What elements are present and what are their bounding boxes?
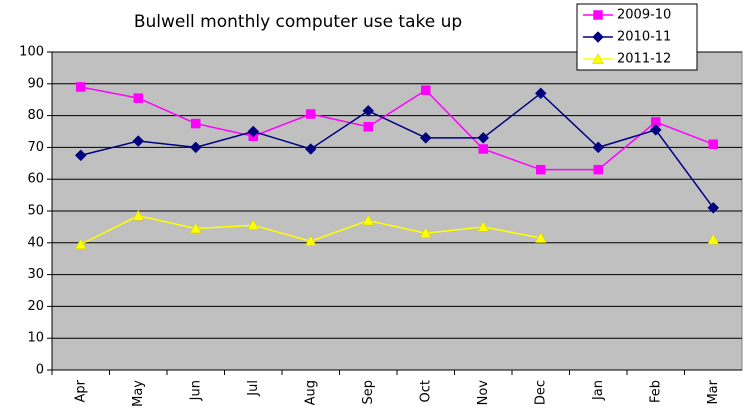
marker bbox=[133, 93, 143, 103]
marker bbox=[189, 141, 202, 154]
marker bbox=[419, 132, 432, 144]
marker bbox=[304, 143, 317, 155]
marker bbox=[362, 214, 375, 226]
series-line bbox=[80, 92, 714, 209]
marker bbox=[304, 235, 317, 246]
marker bbox=[592, 31, 604, 43]
y-tick-label: 80 bbox=[27, 108, 44, 123]
marker bbox=[593, 164, 603, 175]
x-tick-label: Jan bbox=[591, 380, 606, 401]
y-tick-label: 90 bbox=[27, 76, 44, 91]
marker bbox=[477, 220, 490, 232]
x-tick-label: Jun bbox=[188, 380, 203, 401]
marker bbox=[191, 118, 201, 129]
marker bbox=[306, 109, 316, 119]
y-tick-label: 30 bbox=[27, 267, 44, 282]
legend-label: 2011-12 bbox=[617, 52, 671, 67]
marker bbox=[362, 104, 375, 117]
y-tick-label: 60 bbox=[27, 172, 44, 187]
marker bbox=[74, 149, 87, 162]
y-tick-label: 20 bbox=[27, 299, 44, 314]
marker bbox=[477, 132, 490, 144]
y-tick-label: 10 bbox=[27, 331, 44, 346]
marker bbox=[536, 164, 546, 175]
marker bbox=[419, 227, 432, 239]
marker bbox=[707, 233, 720, 245]
legend-label: 2010-11 bbox=[617, 30, 671, 45]
x-tick-label: Apr bbox=[73, 379, 88, 402]
x-tick-label: Jul bbox=[246, 380, 261, 397]
marker bbox=[247, 125, 260, 138]
marker bbox=[132, 209, 145, 221]
marker bbox=[651, 117, 661, 127]
marker bbox=[478, 144, 488, 154]
y-tick-label: 50 bbox=[27, 204, 44, 219]
y-tick-label: 0 bbox=[36, 363, 44, 378]
x-tick-label: May bbox=[131, 380, 146, 407]
marker bbox=[708, 139, 718, 149]
x-tick-label: Aug bbox=[303, 380, 318, 405]
x-tick-label: Oct bbox=[418, 380, 433, 402]
y-tick-label: 70 bbox=[27, 140, 44, 155]
marker bbox=[649, 124, 662, 136]
y-tick-label: 40 bbox=[27, 235, 44, 250]
marker bbox=[534, 232, 547, 243]
marker bbox=[363, 121, 373, 132]
marker bbox=[132, 135, 145, 147]
x-tick-label: Nov bbox=[476, 380, 491, 406]
x-tick-label: Sep bbox=[361, 380, 376, 405]
series-line bbox=[80, 86, 714, 171]
marker bbox=[421, 85, 431, 95]
legend: 2009-10 2010-11 2011-12 bbox=[576, 3, 698, 71]
marker bbox=[592, 52, 604, 64]
x-tick-label: Mar bbox=[706, 379, 721, 404]
legend-label: 2009-10 bbox=[617, 8, 671, 23]
marker bbox=[593, 10, 603, 20]
marker bbox=[592, 141, 605, 154]
marker bbox=[74, 238, 87, 250]
marker bbox=[534, 87, 547, 100]
y-tick-label: 100 bbox=[19, 45, 44, 60]
marker bbox=[247, 219, 260, 231]
chart-title: Bulwell monthly computer use take up bbox=[134, 12, 462, 32]
x-tick-label: Feb bbox=[648, 380, 663, 403]
marker bbox=[707, 201, 720, 214]
marker bbox=[76, 82, 86, 92]
x-tick-label: Dec bbox=[533, 380, 548, 405]
marker bbox=[189, 222, 202, 234]
